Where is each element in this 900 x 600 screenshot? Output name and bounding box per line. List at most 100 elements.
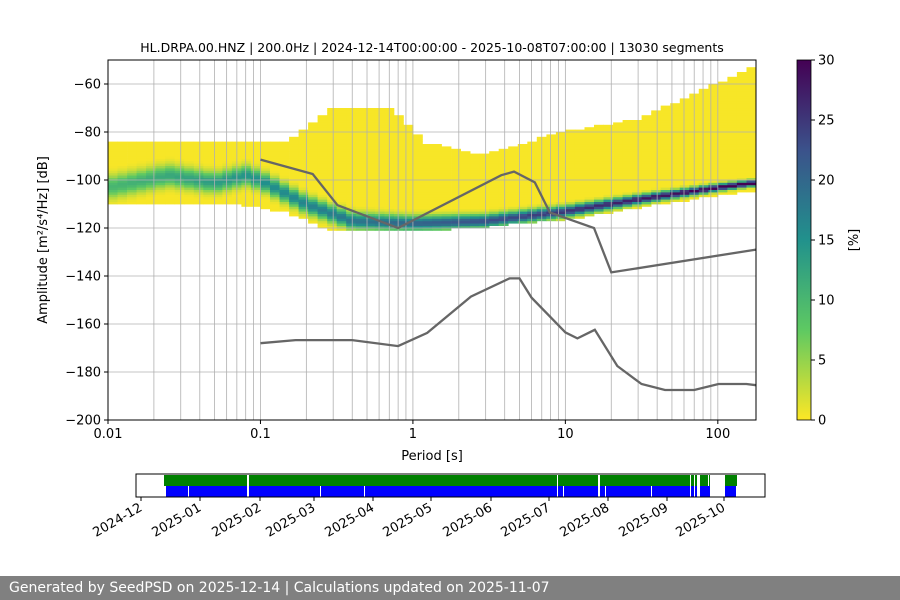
psd-cell xyxy=(736,96,747,99)
psd-cell xyxy=(613,148,623,152)
psd-cell xyxy=(479,158,490,162)
psd-cell xyxy=(660,122,671,126)
psd-cell xyxy=(393,228,404,231)
psd-cell xyxy=(708,160,719,164)
psd-cell xyxy=(670,184,681,188)
psd-cell xyxy=(127,168,137,171)
psd-cell xyxy=(594,172,604,176)
psd-cell xyxy=(289,160,299,164)
psd-cell xyxy=(746,180,757,183)
psd-cell xyxy=(555,158,566,162)
psd-cell xyxy=(203,180,214,183)
psd-cell xyxy=(489,187,500,190)
psd-cell xyxy=(270,206,280,210)
psd-cell xyxy=(517,216,528,219)
psd-cell xyxy=(279,187,290,190)
psd-cell xyxy=(317,165,328,169)
psd-cell xyxy=(250,163,261,166)
psd-cell xyxy=(594,124,604,128)
psd-cell xyxy=(736,134,747,138)
psd-cell xyxy=(308,122,318,126)
psd-cell xyxy=(308,206,318,210)
psd-cell xyxy=(708,110,719,114)
psd-cell xyxy=(165,160,176,164)
psd-cell xyxy=(222,141,233,145)
psd-cell xyxy=(317,132,328,135)
psd-cell xyxy=(260,204,271,207)
psd-cell xyxy=(479,189,490,193)
psd-cell xyxy=(193,141,204,145)
psd-cell xyxy=(212,187,223,190)
psd-cell xyxy=(660,163,671,166)
psd-cell xyxy=(565,201,576,205)
psd-cell xyxy=(155,196,166,200)
psd-cell xyxy=(727,105,738,109)
psd-cell xyxy=(632,148,642,152)
psd-cell xyxy=(632,160,642,164)
psd-cell xyxy=(679,151,690,154)
psd-cell xyxy=(489,211,500,214)
psd-cell xyxy=(451,170,461,174)
psd-cell xyxy=(603,206,614,210)
psd-cell xyxy=(412,201,423,205)
psd-cell xyxy=(613,196,623,200)
psd-cell xyxy=(412,158,423,162)
psd-cell xyxy=(327,189,338,193)
psd-cell xyxy=(346,228,357,231)
psd-cell xyxy=(365,211,376,214)
psd-cell xyxy=(613,204,623,207)
psd-cell xyxy=(432,175,442,178)
psd-cell xyxy=(584,163,595,166)
psd-cell xyxy=(479,194,490,198)
psd-cell xyxy=(565,180,576,183)
psd-cell xyxy=(527,153,538,157)
psd-cell xyxy=(527,158,538,162)
psd-cell xyxy=(641,194,652,198)
psd-cell xyxy=(279,182,290,186)
psd-cell xyxy=(222,201,233,205)
psd-cell xyxy=(565,144,576,147)
psd-cell xyxy=(746,163,757,166)
psd-cell xyxy=(403,134,414,138)
psd-cell xyxy=(393,134,404,138)
psd-cell xyxy=(336,182,347,186)
psd-cell xyxy=(460,163,471,166)
psd-cell xyxy=(412,177,423,181)
psd-cell xyxy=(250,192,261,195)
psd-cell xyxy=(346,124,357,128)
psd-cell xyxy=(584,160,595,164)
psd-cell xyxy=(422,218,433,222)
psd-cell xyxy=(298,196,309,200)
psd-cell xyxy=(422,151,433,154)
psd-cell xyxy=(346,218,357,222)
psd-cell xyxy=(470,153,480,157)
psd-cell xyxy=(479,172,490,176)
psd-cell xyxy=(451,182,461,186)
psd-cell xyxy=(317,141,328,145)
psd-cell xyxy=(603,144,614,147)
psd-cell xyxy=(317,139,328,142)
psd-cell xyxy=(489,206,500,210)
psd-cell xyxy=(365,112,376,116)
psd-cell xyxy=(613,124,623,128)
psd-cell xyxy=(127,156,137,159)
y-tick-label: −180 xyxy=(65,366,101,381)
psd-cell xyxy=(412,218,423,222)
psd-cell xyxy=(660,139,671,142)
psd-cell xyxy=(651,170,662,174)
psd-cell xyxy=(393,216,404,219)
psd-cell xyxy=(470,220,480,224)
psd-cell xyxy=(546,213,557,217)
psd-cell xyxy=(508,182,519,186)
colorbar-tick-label: 10 xyxy=(818,294,835,309)
psd-cell xyxy=(727,170,738,174)
psd-cell xyxy=(336,204,347,207)
psd-cell xyxy=(184,184,195,188)
psd-cell xyxy=(403,168,414,171)
psd-cell xyxy=(365,122,376,126)
psd-cell xyxy=(565,132,576,135)
psd-cell xyxy=(746,103,757,106)
psd-cell xyxy=(308,136,318,140)
psd-cell xyxy=(651,201,662,205)
psd-cell xyxy=(403,192,414,195)
